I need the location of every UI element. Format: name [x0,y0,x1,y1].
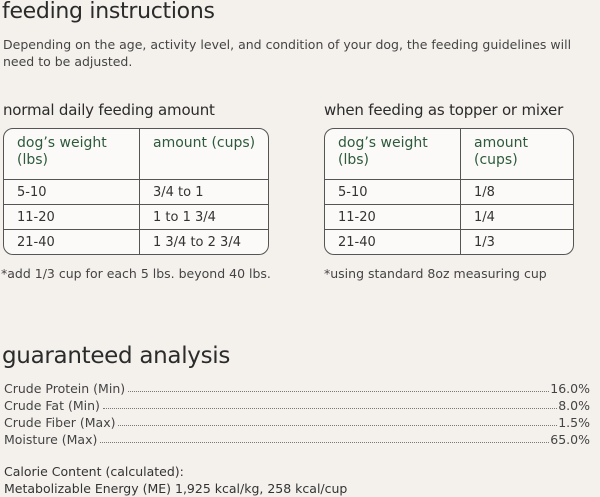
analysis-value: 1.5% [558,415,590,430]
analysis-label: Crude Fat (Min) [4,398,100,413]
topper-title: when feeding as topper or mixer [324,101,564,119]
table-row: 11-20 1/4 [325,205,573,230]
analysis-value: 16.0% [550,381,590,396]
table-row: 5-10 1/8 [325,180,573,205]
table-row: 11-20 1 to 1 3/4 [4,205,268,230]
analysis-row: Crude Fiber (Max) 1.5% [4,414,590,431]
cell: 21-40 [325,230,461,254]
cell: 11-20 [4,205,140,230]
normal-note: *add 1/3 cup for each 5 lbs. beyond 40 l… [1,266,271,281]
analysis-list: Crude Protein (Min) 16.0% Crude Fat (Min)… [4,380,590,448]
cell: 5-10 [4,180,140,205]
analysis-value: 8.0% [558,398,590,413]
header-amount: amount (cups) [461,129,573,180]
analysis-row: Moisture (Max) 65.0% [4,431,590,448]
cell: 3/4 to 1 [140,180,268,205]
header-weight: dog’s weight (lbs) [4,129,140,180]
table-row: 5-10 3/4 to 1 [4,180,268,205]
cell: 1/8 [461,180,573,205]
cell: 1 to 1 3/4 [140,205,268,230]
analysis-label: Crude Fiber (Max) [4,415,116,430]
calorie-title: Calorie Content (calculated): [4,464,184,479]
cell: 1/3 [474,234,495,250]
header-weight: dog’s weight (lbs) [325,129,461,180]
cell: 21-40 [4,230,140,254]
table-row: 21-40 1 3/4 to 2 3/4 [4,230,268,254]
analysis-title: guaranteed analysis [2,343,231,369]
feeding-title: feeding instructions [2,0,215,24]
analysis-label: Moisture (Max) [4,432,98,447]
analysis-value: 65.0% [550,432,590,447]
feeding-intro: Depending on the age, activity level, an… [3,37,572,69]
normal-title: normal daily feeding amount [3,101,215,119]
cell: 1/4 [461,205,573,230]
calorie-value: Metabolizable Energy (ME) 1,925 kcal/kg,… [4,481,348,496]
analysis-row: Crude Fat (Min) 8.0% [4,397,590,414]
normal-table: dog’s weight (lbs) amount (cups) 5-10 3/4 … [3,128,269,255]
table-row: 21-40 1/3 [325,230,573,254]
analysis-label: Crude Protein (Min) [4,381,126,396]
header-amount: amount (cups) [140,129,268,180]
topper-table: dog’s weight (lbs) amount (cups) 5-10 1/8 … [324,128,574,255]
cell: 5-10 [325,180,461,205]
cell: 1 3/4 to 2 3/4 [153,234,241,250]
analysis-row: Crude Protein (Min) 16.0% [4,380,590,397]
cell: 11-20 [325,205,461,230]
topper-note: *using standard 8oz measuring cup [324,266,547,281]
